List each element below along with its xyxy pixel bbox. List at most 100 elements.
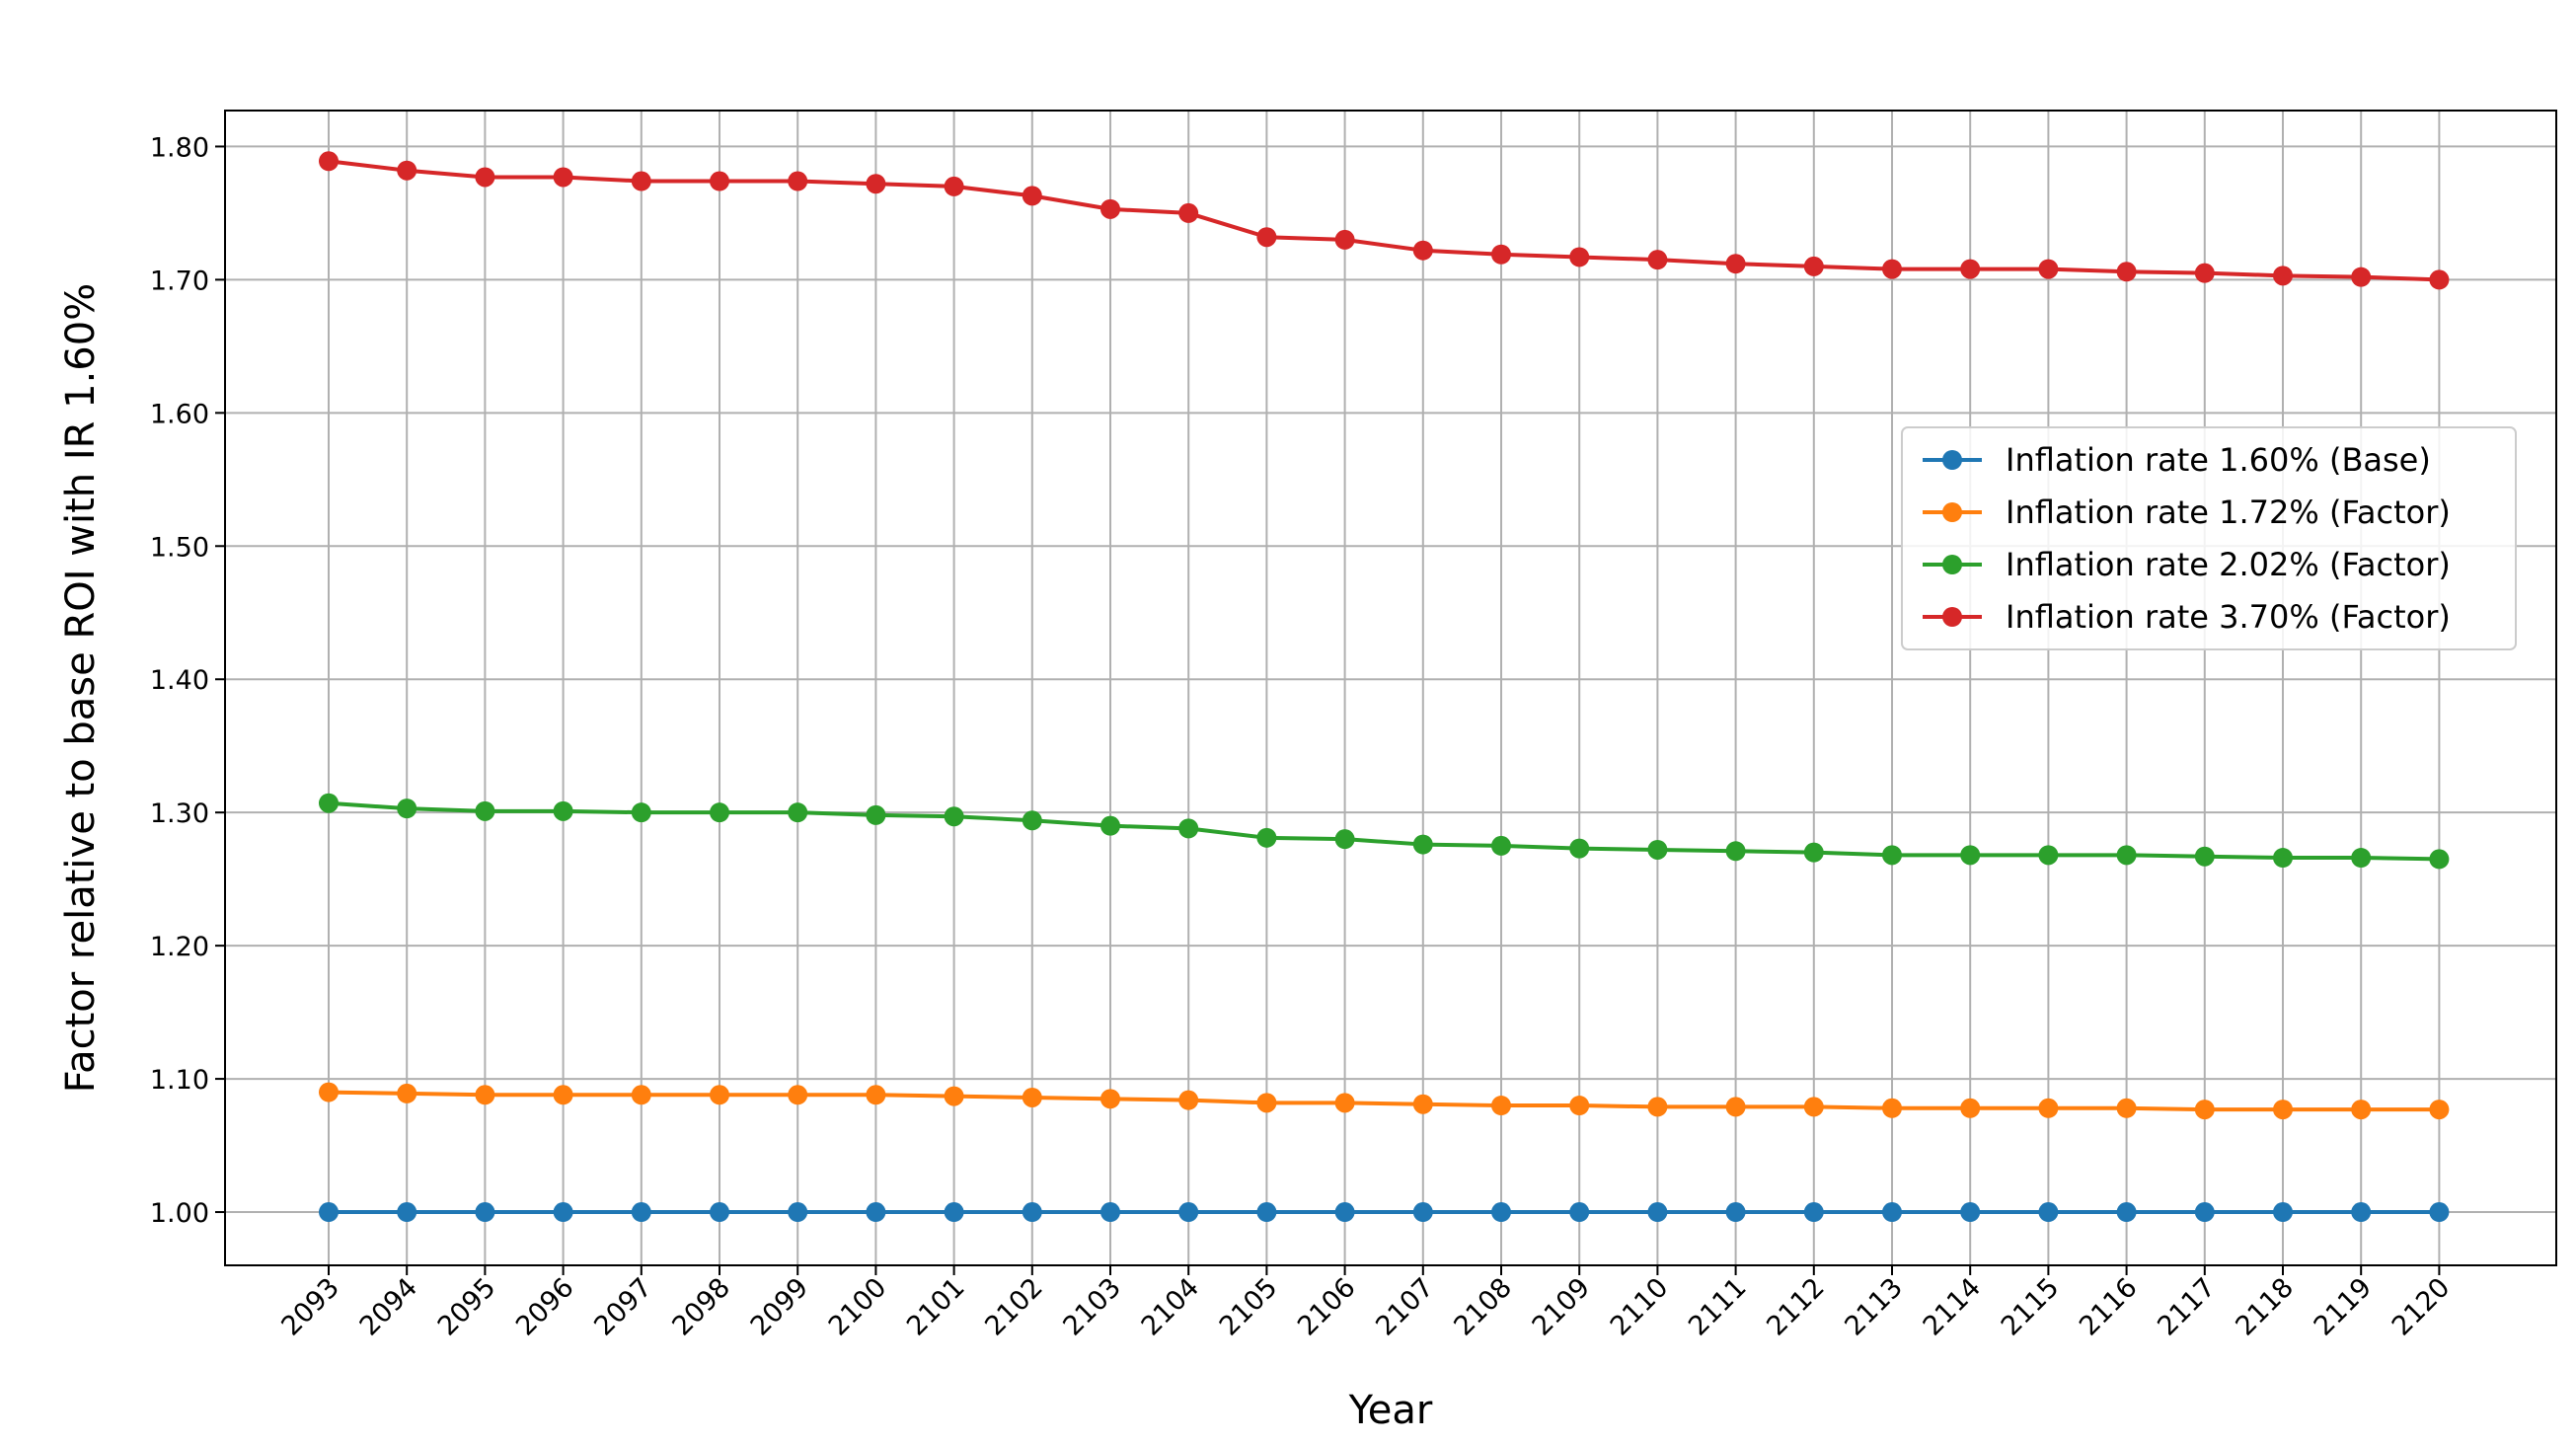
data-point: [1178, 1090, 1199, 1110]
legend: Inflation rate 1.60% (Base) Inflation rat…: [1901, 426, 2517, 650]
data-point: [1178, 1202, 1199, 1223]
data-point: [2273, 848, 2293, 869]
data-point: [553, 1085, 573, 1105]
data-point: [475, 167, 495, 188]
data-point: [2351, 1202, 2372, 1223]
x-tick-label: 2113: [1839, 1272, 1909, 1342]
data-point: [944, 806, 964, 827]
series-group: [319, 151, 2450, 1223]
legend-entry: Inflation rate 2.02% (Factor): [1923, 546, 2451, 583]
x-axis-label: Year: [1348, 1388, 1433, 1433]
data-point: [1491, 1096, 1511, 1116]
y-tick-label: 1.50: [150, 532, 209, 563]
x-tick-label: 2118: [2230, 1272, 2300, 1342]
x-tick-label: 2107: [1370, 1272, 1440, 1342]
x-tick-label: 2111: [1683, 1272, 1753, 1342]
data-point: [1022, 810, 1042, 831]
y-tick-label: 1.30: [150, 798, 209, 829]
x-tick-label: 2115: [1996, 1272, 2066, 1342]
data-point: [1256, 227, 1277, 248]
data-point: [2351, 266, 2372, 287]
x-tick-label: 2120: [2387, 1272, 2457, 1342]
legend-box: [1901, 426, 2517, 650]
data-point: [944, 176, 964, 196]
data-point: [2116, 1202, 2137, 1223]
series-4: [319, 151, 2450, 290]
y-tick-label: 1.80: [150, 132, 209, 163]
data-point: [1725, 1202, 1746, 1223]
x-tick-label: 2114: [1918, 1272, 1988, 1342]
data-point: [866, 174, 886, 194]
data-point: [1178, 202, 1199, 223]
data-point: [1100, 1202, 1120, 1223]
x-tick-label: 2105: [1214, 1272, 1284, 1342]
data-point: [553, 1202, 573, 1223]
y-tick-label: 1.10: [150, 1065, 209, 1096]
data-point: [710, 802, 729, 823]
data-point: [1412, 834, 1433, 855]
data-point: [1569, 1096, 1590, 1116]
data-point: [1022, 1087, 1042, 1107]
data-point: [2429, 1202, 2450, 1223]
data-point: [2038, 1202, 2059, 1223]
x-tick-label: 2095: [432, 1272, 502, 1342]
y-tick-label: 1.20: [150, 932, 209, 962]
x-tick-label: 2117: [2152, 1272, 2222, 1342]
data-point: [1960, 1202, 1981, 1223]
data-point: [1803, 1202, 1824, 1223]
data-point: [1803, 1097, 1824, 1117]
x-tick-label: 2098: [666, 1272, 736, 1342]
data-point: [2194, 1202, 2215, 1223]
data-point: [2273, 1202, 2293, 1223]
x-tick-label: 2100: [823, 1272, 893, 1342]
data-point: [866, 804, 886, 825]
data-point: [710, 1085, 729, 1105]
data-point: [2351, 848, 2372, 869]
data-point: [1803, 842, 1824, 863]
data-point: [944, 1202, 964, 1223]
data-point: [1647, 1202, 1668, 1223]
data-point: [319, 1082, 339, 1102]
data-point: [1491, 835, 1511, 856]
data-point: [631, 171, 651, 191]
data-point: [1882, 1098, 1902, 1118]
legend-marker: [1942, 607, 1962, 627]
x-tick-label: 2112: [1761, 1272, 1831, 1342]
data-point: [1960, 1098, 1981, 1118]
legend-entry: Inflation rate 3.70% (Factor): [1923, 598, 2451, 636]
x-tick-label: 2097: [588, 1272, 658, 1342]
data-point: [553, 800, 573, 821]
data-point: [1882, 259, 1902, 279]
data-point: [2429, 849, 2450, 870]
data-point: [1334, 1093, 1355, 1113]
data-point: [1725, 841, 1746, 862]
data-point: [1100, 1089, 1120, 1109]
x-tick-label: 2093: [275, 1272, 345, 1342]
series-1: [319, 1202, 2450, 1223]
data-point: [710, 171, 729, 191]
series-line: [328, 1090, 2440, 1112]
legend-label: Inflation rate 2.02% (Factor): [2006, 546, 2451, 583]
x-tick-label: 2102: [979, 1272, 1049, 1342]
data-point: [1803, 256, 1824, 276]
data-point: [397, 798, 417, 819]
legend-label: Inflation rate 1.60% (Base): [2006, 441, 2431, 479]
data-point: [1491, 1202, 1511, 1223]
data-point: [631, 802, 651, 823]
data-point: [1256, 1093, 1277, 1113]
legend-entry: Inflation rate 1.60% (Base): [1923, 441, 2431, 479]
data-point: [475, 800, 495, 821]
data-point: [2429, 269, 2450, 290]
data-point: [1100, 815, 1120, 836]
x-tick-label: 2094: [354, 1272, 424, 1342]
ticks: 2093 2094 2095 2096 2097 2098 2099 2100 2101 2102…: [150, 132, 2456, 1341]
data-point: [1569, 247, 1590, 267]
x-tick-label: 2099: [745, 1272, 815, 1342]
data-point: [1100, 198, 1120, 219]
data-point: [1412, 1202, 1433, 1223]
series-2: [319, 1082, 2450, 1120]
data-point: [1256, 1202, 1277, 1223]
data-point: [631, 1085, 651, 1105]
x-tick-label: 2108: [1448, 1272, 1518, 1342]
legend-label: Inflation rate 3.70% (Factor): [2006, 598, 2451, 636]
